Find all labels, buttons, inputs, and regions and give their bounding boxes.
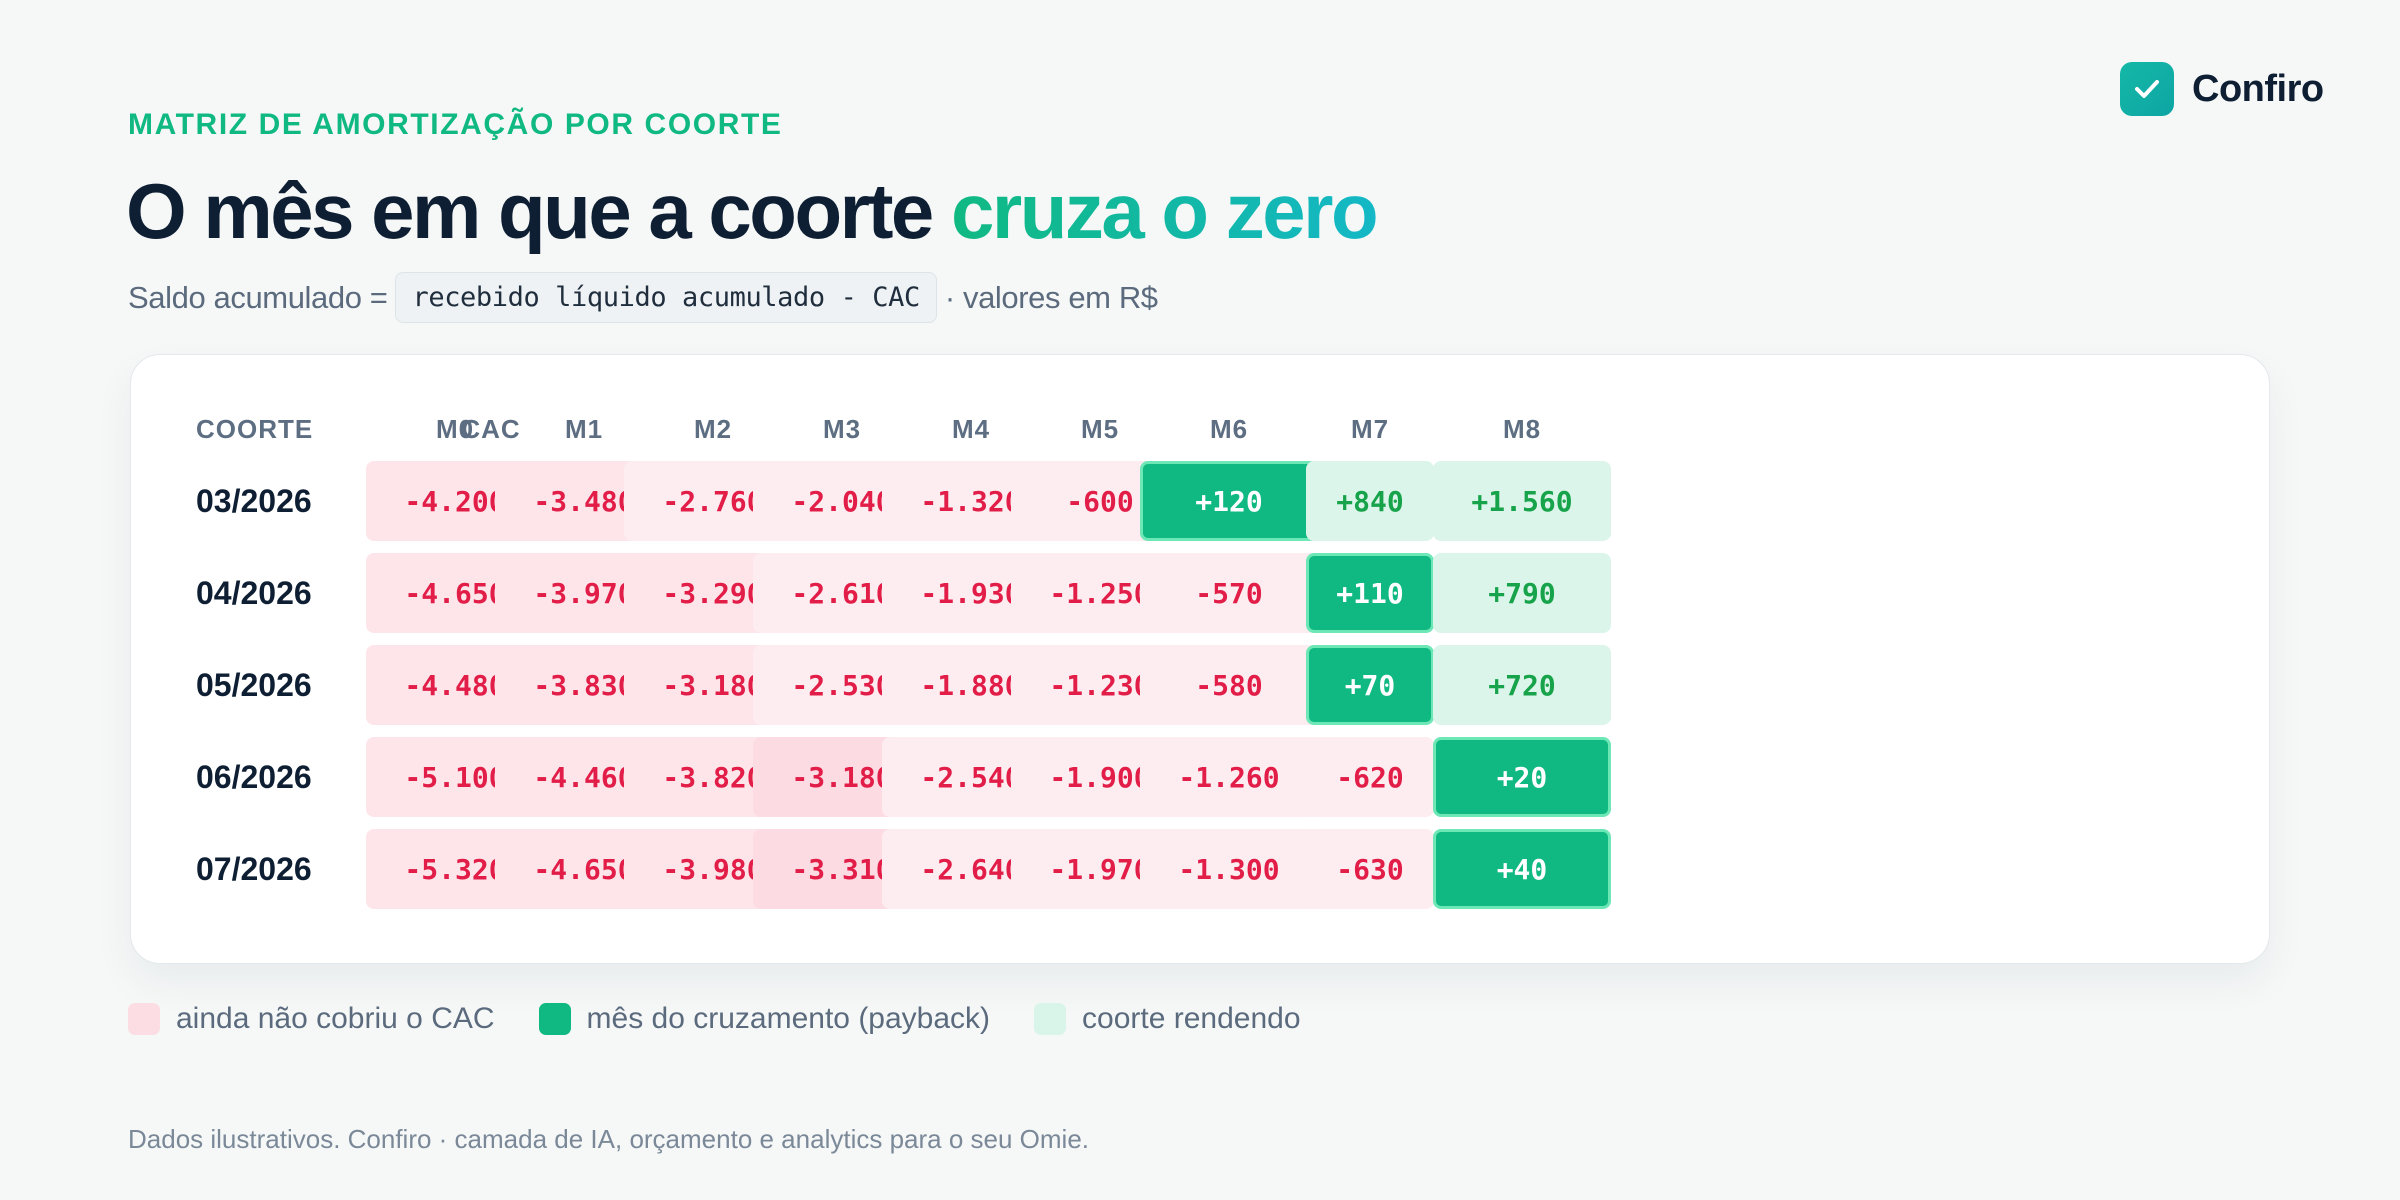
subtitle: Saldo acumulado = recebido líquido acumu… <box>128 272 1158 323</box>
legend: ainda não cobriu o CAC mês do cruzamento… <box>128 1002 1301 1036</box>
legend-swatch-earning <box>1034 1003 1067 1035</box>
column-header-m1: M1 <box>564 413 604 444</box>
cohort-label: 06/2026 <box>196 758 312 795</box>
column-header-m0: M0 <box>435 413 475 444</box>
cohort-label: 03/2026 <box>196 482 312 519</box>
eyebrow-label: MATRIZ DE AMORTIZAÇÃO POR COORTE <box>128 108 783 141</box>
column-header-cac: CAC <box>461 413 521 444</box>
balance-cell: -580 <box>1140 645 1318 725</box>
column-header-m4: M4 <box>951 413 991 444</box>
payback-cell: +20 <box>1433 737 1611 817</box>
brand-logo[interactable]: Confiro <box>2120 62 2324 116</box>
page-title: O mês em que a coorte cruza o zero <box>126 166 1379 257</box>
formula-badge: recebido líquido acumulado - CAC <box>395 272 937 323</box>
column-header-m2: M2 <box>693 413 733 444</box>
title-main: O mês em que a coorte <box>126 167 951 255</box>
legend-label-payback: mês do cruzamento (payback) <box>586 1002 991 1035</box>
balance-cell: -1.260 <box>1140 737 1318 817</box>
payback-cell: +120 <box>1140 461 1318 541</box>
balance-cell: -620 <box>1306 737 1434 817</box>
cohort-label: 05/2026 <box>196 666 312 703</box>
subtitle-suffix: · valores em R$ <box>944 279 1158 315</box>
check-icon <box>2120 62 2174 116</box>
cohort-matrix: COORTECACM0M1M2M3M4M5M6M7M803/20264.200-… <box>131 355 2269 963</box>
balance-cell: -570 <box>1140 553 1318 633</box>
balance-cell: +840 <box>1306 461 1434 541</box>
balance-cell: +1.560 <box>1433 461 1611 541</box>
legend-item-not-covered: ainda não cobriu o CAC <box>128 1002 495 1036</box>
balance-cell: +790 <box>1433 553 1611 633</box>
legend-label-earning: coorte rendendo <box>1082 1002 1301 1035</box>
balance-cell: -630 <box>1306 829 1434 909</box>
column-header-m7: M7 <box>1350 413 1390 444</box>
cohort-label: 07/2026 <box>196 850 312 887</box>
payback-cell: +70 <box>1306 645 1434 725</box>
payback-cell: +40 <box>1433 829 1611 909</box>
legend-swatch-payback <box>538 1003 571 1035</box>
column-header-m3: M3 <box>822 413 862 444</box>
cohort-label: 04/2026 <box>196 574 312 611</box>
balance-cell: -1.300 <box>1140 829 1318 909</box>
balance-cell: -5.320 <box>366 829 544 909</box>
payback-cell: +110 <box>1306 553 1434 633</box>
legend-item-payback: mês do cruzamento (payback) <box>538 1002 991 1036</box>
column-header-m5: M5 <box>1080 413 1120 444</box>
balance-cell: +720 <box>1433 645 1611 725</box>
brand-name: Confiro <box>2192 67 2324 110</box>
cohort-matrix-card: COORTECACM0M1M2M3M4M5M6M7M803/20264.200-… <box>130 354 2270 964</box>
title-accent: cruza o zero <box>950 167 1379 255</box>
legend-label-not-covered: ainda não cobriu o CAC <box>176 1002 495 1035</box>
footer-note: Dados ilustrativos. Confiro · camada de … <box>128 1124 1089 1154</box>
column-header-m8: M8 <box>1502 413 1542 444</box>
legend-swatch-not-covered <box>128 1003 160 1035</box>
subtitle-prefix: Saldo acumulado = <box>128 279 388 315</box>
legend-item-earning: coorte rendendo <box>1034 1002 1301 1036</box>
column-header-m6: M6 <box>1209 413 1249 444</box>
column-header-cohort: COORTE <box>196 413 314 444</box>
